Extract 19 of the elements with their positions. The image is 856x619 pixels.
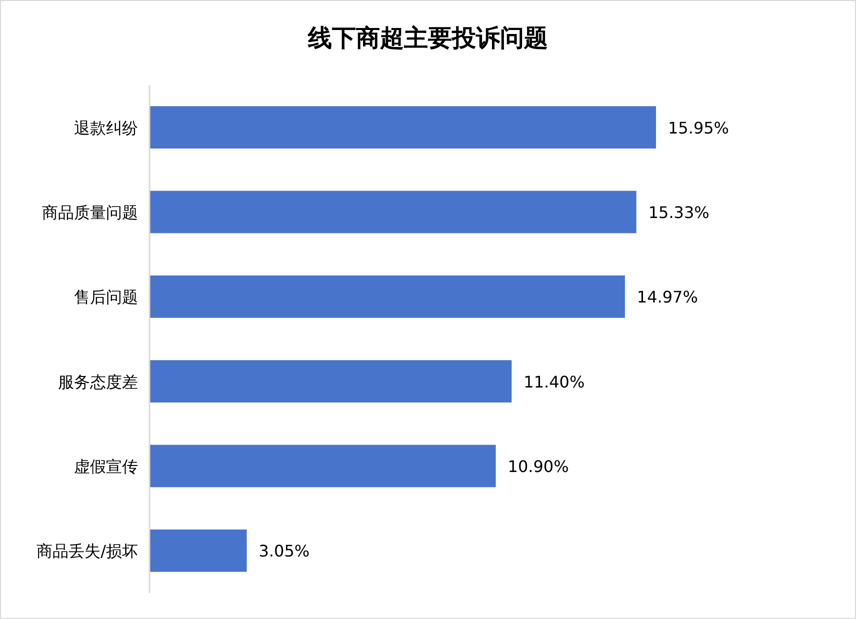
bar — [150, 360, 512, 402]
y-tick-label: 退款纠纷 — [74, 118, 138, 138]
y-tick-label: 商品质量问题 — [42, 203, 138, 222]
bar — [150, 190, 636, 234]
bar — [150, 444, 496, 488]
chart-title: 线下商超主要投诉问题 — [307, 24, 548, 52]
data-label: 14.97% — [636, 288, 698, 307]
y-tick-label: 售后问题 — [74, 288, 138, 307]
data-label: 10.90% — [508, 457, 569, 476]
bar — [150, 276, 625, 318]
data-label: 3.05% — [258, 542, 310, 561]
bar — [150, 530, 247, 572]
data-label: 15.33% — [648, 203, 710, 222]
y-tick-label: 商品丢失/损坏 — [36, 542, 138, 561]
y-tick-label: 虚假宣传 — [74, 457, 138, 476]
y-tick-label: 服务态度差 — [58, 372, 138, 392]
data-label: 11.40% — [524, 372, 585, 392]
data-label: 15.95% — [668, 118, 730, 138]
bar — [150, 106, 656, 148]
